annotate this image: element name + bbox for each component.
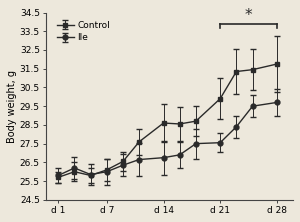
Text: *: * — [245, 8, 252, 23]
Y-axis label: Body weight, g: Body weight, g — [7, 70, 17, 143]
Legend: Control, Ile: Control, Ile — [56, 19, 112, 44]
